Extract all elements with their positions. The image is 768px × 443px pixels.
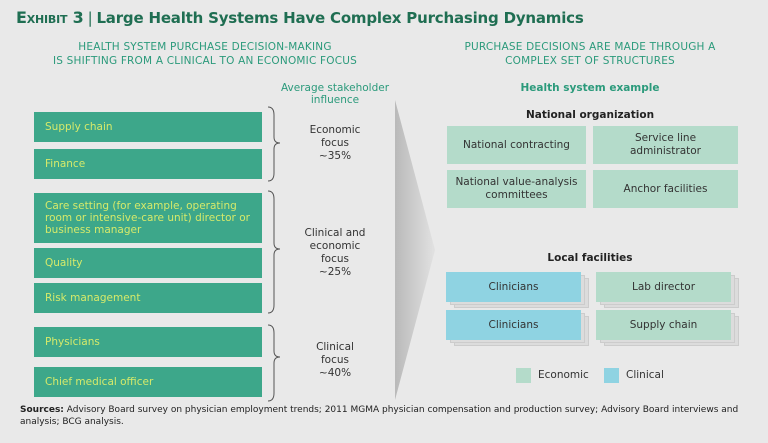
brace-clinical-economic bbox=[267, 190, 281, 314]
group-label-line: focus bbox=[320, 137, 350, 149]
local-item: Lab director bbox=[596, 272, 731, 302]
local-card: Clinicians bbox=[446, 272, 589, 308]
sources-note: Sources: Advisory Board survey on physic… bbox=[20, 404, 760, 428]
legend-label-clinical: Clinical bbox=[626, 369, 664, 381]
stakeholder-box: Chief medical officer bbox=[34, 367, 262, 397]
group-label-line: ~40% bbox=[318, 367, 352, 379]
local-card: Lab director bbox=[596, 272, 739, 308]
right-subtitle: PURCHASE DECISIONS ARE MADE THROUGH A COM… bbox=[420, 40, 760, 68]
local-item: Supply chain bbox=[596, 310, 731, 340]
influence-header-line: Average stakeholder bbox=[280, 82, 390, 94]
local-card: Clinicians bbox=[446, 310, 589, 346]
legend-label-economic: Economic bbox=[538, 369, 589, 381]
stakeholder-box: Finance bbox=[34, 149, 262, 179]
left-subtitle: HEALTH SYSTEM PURCHASE DECISION-MAKING IS… bbox=[20, 40, 390, 68]
title-text: Large Health Systems Have Complex Purcha… bbox=[96, 9, 584, 27]
group-label-clinical: Clinical focus ~40% bbox=[280, 341, 390, 380]
stakeholder-box: Risk management bbox=[34, 283, 262, 313]
stakeholder-box: Quality bbox=[34, 248, 262, 278]
group-label-line: ~25% bbox=[318, 266, 352, 278]
brace-clinical bbox=[267, 324, 281, 402]
local-title: Local facilities bbox=[547, 252, 633, 264]
national-item: Service line administrator bbox=[593, 126, 738, 164]
exhibit-number: Exhibit 3 bbox=[16, 8, 84, 27]
stakeholder-box: Supply chain bbox=[34, 112, 262, 142]
title-separator: | bbox=[87, 9, 93, 27]
sources-text: Advisory Board survey on physician emplo… bbox=[20, 405, 739, 427]
exhibit-title: Exhibit 3 | Large Health Systems Have Comp… bbox=[16, 8, 584, 27]
group-label-line: Clinical and bbox=[304, 227, 366, 239]
national-item: National contracting bbox=[447, 126, 586, 164]
group-label-economic: Economic focus ~35% bbox=[280, 124, 390, 163]
group-label-line: focus bbox=[320, 253, 350, 265]
influence-header-line: influence bbox=[310, 94, 360, 106]
sources-label: Sources: bbox=[20, 405, 64, 415]
local-item: Clinicians bbox=[446, 310, 581, 340]
braces bbox=[267, 106, 281, 402]
group-label-line: Economic bbox=[309, 124, 361, 136]
right-subtitle-line: PURCHASE DECISIONS ARE MADE THROUGH A bbox=[464, 41, 716, 53]
national-item: Anchor facilities bbox=[593, 170, 738, 208]
influence-header: Average stakeholder influence bbox=[270, 82, 400, 106]
local-item: Clinicians bbox=[446, 272, 581, 302]
right-subtitle-line: COMPLEX SET OF STRUCTURES bbox=[505, 55, 675, 67]
national-title: National organization bbox=[525, 109, 655, 121]
group-label-line: economic bbox=[309, 240, 361, 252]
legend-swatch-clinical bbox=[604, 368, 619, 383]
local-card: Supply chain bbox=[596, 310, 739, 346]
left-subtitle-line: IS SHIFTING FROM A CLINICAL TO AN ECONOM… bbox=[52, 55, 358, 67]
group-label-line: Clinical bbox=[316, 341, 354, 353]
group-label-line: ~35% bbox=[318, 150, 352, 162]
stakeholder-box: Physicians bbox=[34, 327, 262, 357]
national-item: National value-analysis committees bbox=[447, 170, 586, 208]
legend-swatch-economic bbox=[516, 368, 531, 383]
stakeholder-box: Care setting (for example, operating roo… bbox=[34, 193, 262, 243]
chevron-arrow-icon bbox=[395, 100, 435, 400]
left-subtitle-line: HEALTH SYSTEM PURCHASE DECISION-MAKING bbox=[78, 41, 332, 53]
group-label-clinical-economic: Clinical and economic focus ~25% bbox=[280, 227, 390, 279]
brace-economic bbox=[267, 106, 281, 182]
group-label-line: focus bbox=[320, 354, 350, 366]
example-header: Health system example bbox=[520, 82, 660, 94]
